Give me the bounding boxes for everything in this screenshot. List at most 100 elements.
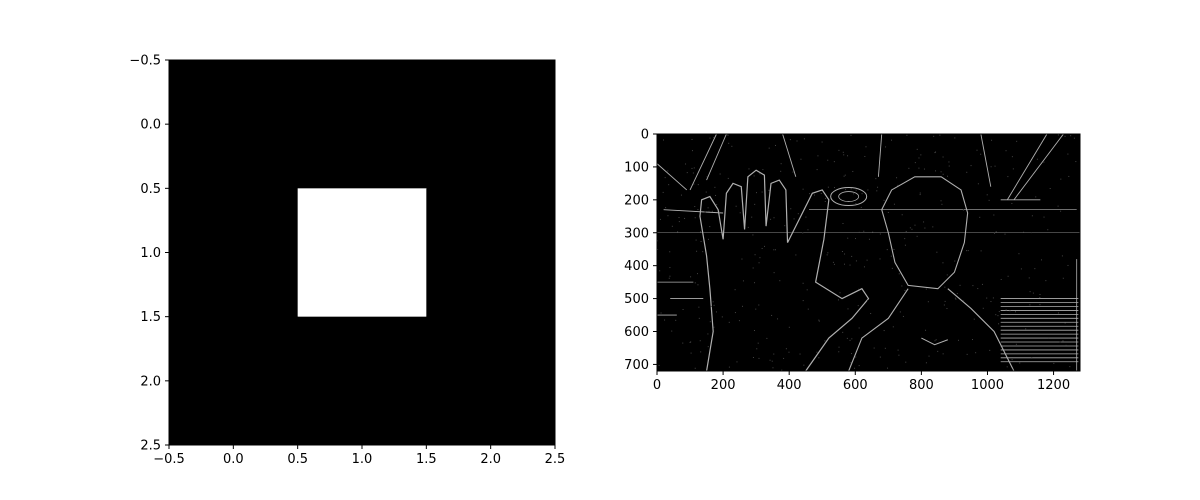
x-tick-label: 1.5 — [416, 452, 437, 467]
texture-dot — [755, 308, 757, 310]
texture-dot — [1040, 259, 1042, 261]
texture-dot — [707, 346, 709, 348]
texture-dot — [706, 176, 708, 178]
texture-dot — [719, 211, 721, 213]
texture-dot — [1029, 291, 1031, 293]
texture-dot — [994, 165, 996, 167]
texture-dot — [748, 168, 750, 170]
texture-dot — [908, 167, 910, 169]
texture-dot — [844, 174, 846, 176]
texture-dot — [976, 149, 978, 151]
texture-dot — [837, 299, 839, 301]
texture-dot — [662, 139, 664, 141]
texture-dot — [780, 170, 782, 172]
texture-dot — [754, 203, 756, 205]
texture-dot — [827, 159, 829, 161]
texture-dot — [719, 173, 721, 175]
texture-dot — [851, 338, 853, 340]
texture-dot — [988, 199, 990, 201]
texture-dot — [690, 352, 692, 354]
texture-dot — [785, 348, 787, 350]
edge-detection-image-chart: 0 200 400 600 800 1000 1200 0 100 200 300 400 500 600… — [624, 128, 1081, 393]
collar-outline — [921, 337, 948, 346]
texture-dot — [914, 162, 916, 164]
texture-dot — [843, 263, 845, 265]
y-tick-label: −0.5 — [129, 54, 161, 69]
texture-dot — [696, 250, 698, 252]
y-tick-label: 600 — [624, 325, 649, 340]
texture-dot — [756, 192, 758, 194]
texture-dot — [758, 357, 760, 359]
texture-dot — [695, 239, 697, 241]
texture-dot — [833, 161, 835, 163]
texture-dot — [818, 357, 820, 359]
texture-dot — [1023, 231, 1025, 233]
texture-dot — [1039, 297, 1041, 299]
texture-dot — [669, 267, 671, 269]
texture-dot — [957, 339, 959, 341]
texture-dot — [773, 272, 775, 274]
texture-dot — [1015, 343, 1017, 345]
texture-dot — [783, 357, 785, 359]
texture-dot — [966, 250, 968, 252]
texture-dot — [752, 234, 754, 236]
texture-dot — [664, 177, 666, 179]
texture-dot — [858, 327, 860, 329]
texture-dot — [715, 311, 717, 313]
texture-dot — [762, 169, 764, 171]
texture-dot — [946, 274, 948, 276]
x-tick-label: 2.0 — [480, 452, 501, 467]
texture-dot — [795, 254, 797, 256]
texture-dot — [897, 349, 899, 351]
texture-dot — [667, 215, 669, 217]
texture-dot — [1067, 153, 1069, 155]
texture-dot — [1062, 340, 1064, 342]
edge-texture — [657, 134, 1077, 371]
texture-dot — [963, 300, 965, 302]
texture-dot — [876, 190, 878, 192]
texture-dot — [944, 286, 946, 288]
texture-dot — [923, 221, 925, 223]
texture-dot — [761, 191, 763, 193]
texture-dot — [726, 134, 728, 136]
texture-dot — [855, 260, 857, 262]
texture-dot — [839, 292, 841, 294]
edge-strokes — [656, 133, 1080, 372]
texture-dot — [852, 170, 854, 172]
texture-dot — [680, 194, 682, 196]
texture-dot — [792, 171, 794, 173]
texture-dot — [796, 140, 798, 142]
texture-dot — [759, 257, 761, 259]
texture-dot — [807, 308, 809, 310]
texture-dot — [841, 251, 843, 253]
texture-dot — [712, 301, 714, 303]
texture-dot — [916, 235, 918, 237]
texture-dot — [891, 267, 893, 269]
texture-dot — [1062, 277, 1064, 279]
texture-dot — [818, 319, 820, 321]
x-tick-label: 200 — [711, 378, 736, 393]
texture-dot — [971, 339, 973, 341]
texture-dot — [742, 280, 744, 282]
texture-dot — [890, 255, 892, 257]
texture-dot — [918, 167, 920, 169]
texture-dot — [919, 194, 921, 196]
texture-dot — [696, 273, 698, 275]
texture-dot — [698, 317, 700, 319]
texture-dot — [838, 149, 840, 151]
texture-dot — [1034, 268, 1036, 270]
texture-dot — [793, 218, 795, 220]
texture-dot — [813, 194, 815, 196]
texture-dot — [678, 221, 680, 223]
texture-dot — [948, 165, 950, 167]
texture-dot — [773, 217, 775, 219]
texture-dot — [806, 289, 808, 291]
texture-dot — [867, 189, 869, 191]
kernel-image-chart: −0.5 0.0 0.5 1.0 1.5 2.0 2.5−0.50.00.51.01.52.… — [129, 54, 565, 468]
texture-dot — [772, 367, 774, 369]
texture-dot — [774, 249, 776, 251]
texture-dot — [1006, 366, 1008, 368]
texture-dot — [758, 262, 760, 264]
texture-dot — [690, 276, 692, 278]
texture-dot — [843, 175, 845, 177]
